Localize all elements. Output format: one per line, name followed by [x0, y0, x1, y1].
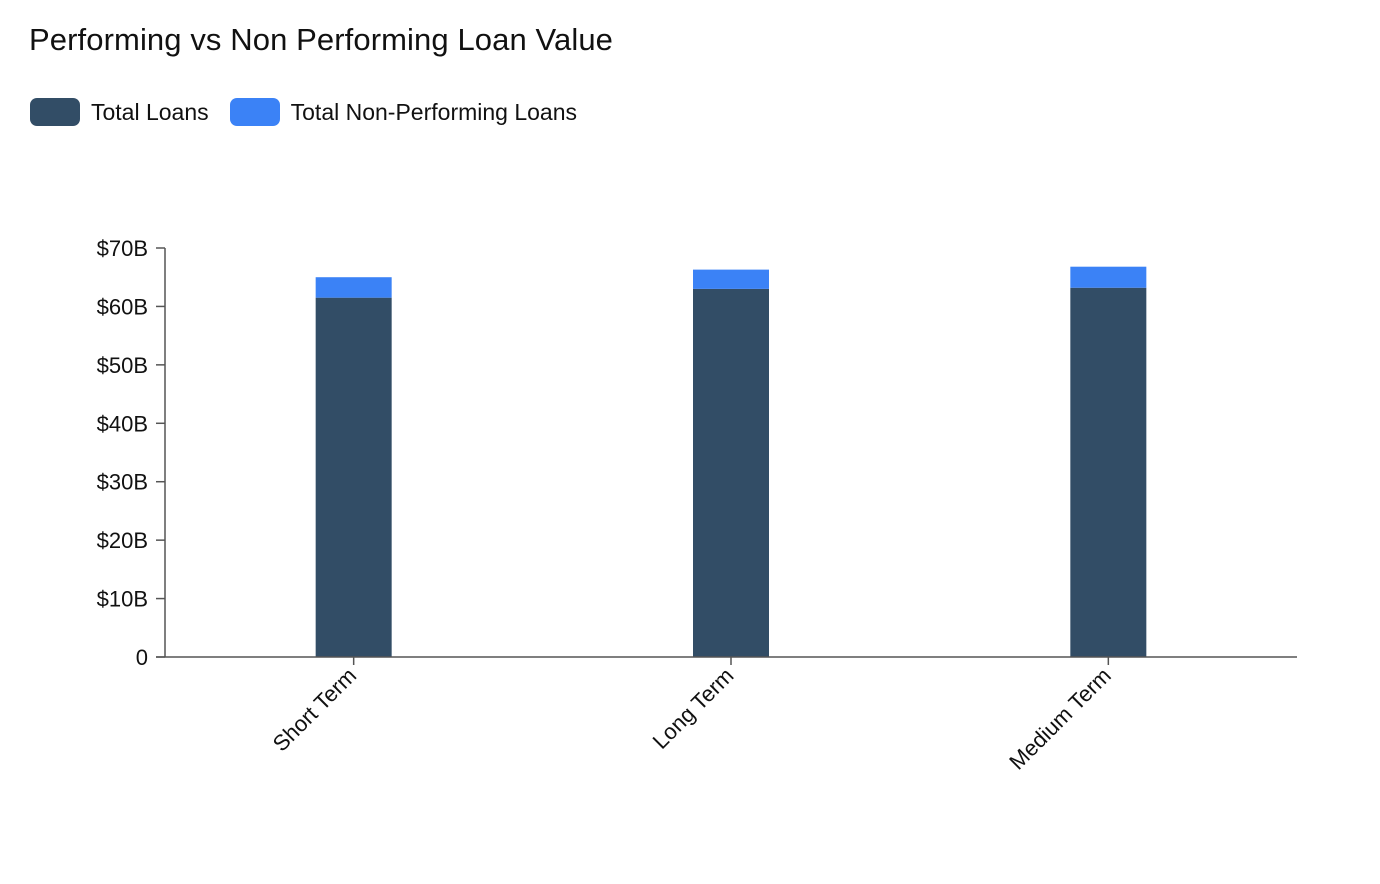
bar-total-non-performing-loans-long-term[interactable]: [693, 269, 769, 289]
y-tick-label: $40B: [97, 411, 148, 436]
bar-total-loans-medium-term[interactable]: [1070, 287, 1147, 657]
legend-label-total-non-performing-loans: Total Non-Performing Loans: [290, 98, 578, 125]
legend-swatch-total-loans: [30, 98, 80, 126]
x-tick-label-short-term: Short Term: [268, 663, 361, 756]
bar-total-non-performing-loans-medium-term[interactable]: [1070, 266, 1147, 288]
bar-group: [315, 266, 1147, 657]
y-tick-label: $50B: [97, 353, 148, 378]
chart-title: Performing vs Non Performing Loan Value: [29, 22, 613, 57]
y-tick-label: $30B: [97, 470, 148, 495]
bar-total-loans-long-term[interactable]: [693, 288, 769, 657]
legend-label-total-loans: Total Loans: [91, 98, 209, 125]
legend-item-total-loans[interactable]: Total Loans: [30, 98, 209, 126]
y-tick-label: $10B: [97, 587, 148, 612]
legend-swatch-total-non-performing-loans: [229, 98, 280, 126]
bar-total-non-performing-loans-short-term[interactable]: [315, 277, 392, 298]
x-tick-label-long-term: Long Term: [648, 663, 739, 754]
bar-total-loans-short-term[interactable]: [315, 297, 392, 657]
y-tick-label: $70B: [97, 236, 148, 261]
legend: Total Loans Total Non-Performing Loans: [30, 98, 598, 126]
legend-item-total-non-performing-loans[interactable]: Total Non-Performing Loans: [229, 98, 578, 126]
y-tick-label: 0: [136, 645, 148, 670]
y-tick-label: $20B: [97, 528, 148, 553]
y-tick-label: $60B: [97, 294, 148, 319]
x-tick-label-medium-term: Medium Term: [1004, 663, 1116, 775]
